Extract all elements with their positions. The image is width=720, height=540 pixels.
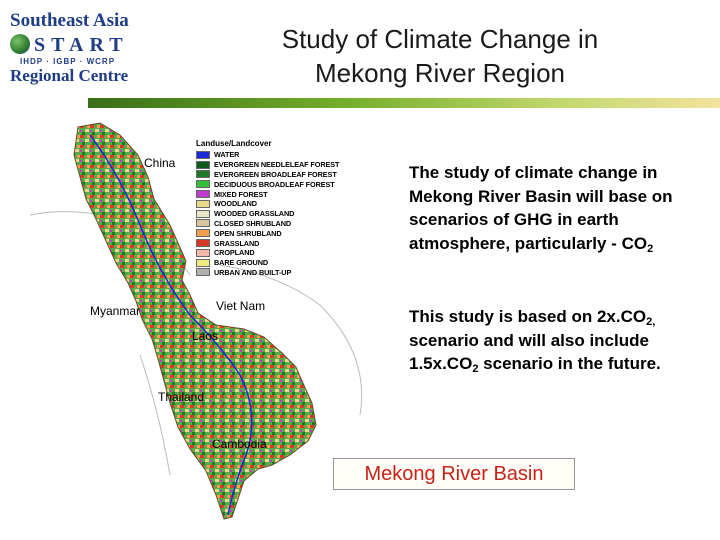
slide-title: Study of Climate Change in Mekong River … (230, 22, 650, 90)
legend-swatch (196, 219, 210, 228)
legend-swatch (196, 248, 210, 257)
logo-start-row: START (8, 34, 140, 56)
legend-swatch (196, 209, 210, 218)
map-caption: Mekong River Basin (333, 458, 575, 490)
logo-letter: T (109, 34, 129, 56)
legend-label: OPEN SHRUBLAND (214, 228, 282, 238)
paragraph2-subscript2: 2 (472, 363, 479, 375)
map-label-laos: Laos (192, 329, 219, 343)
map-label-vietnam: Viet Nam (216, 299, 266, 313)
logo-start-letters: START (34, 34, 129, 57)
legend-item: MIXED FOREST (196, 189, 376, 199)
map-label-china: China (144, 156, 176, 170)
title-line2: Mekong River Region (314, 58, 565, 88)
logo-letter: A (68, 34, 90, 56)
legend-item: EVERGREEN NEEDLELEAF FOREST (196, 160, 376, 170)
map-label-cambodia: Cambodia (212, 437, 267, 451)
map-label-thailand: Thailand (158, 390, 205, 404)
border-line (219, 264, 363, 416)
legend-item: GRASSLAND (196, 238, 376, 248)
globe-icon (10, 34, 30, 54)
legend-label: CROPLAND (214, 248, 255, 258)
paragraph1-text: The study of climate change in Mekong Ri… (409, 163, 673, 253)
paragraph2-part3: scenario in the future. (478, 354, 661, 373)
legend-swatch (196, 268, 210, 277)
paragraph2-part1: This study is based on 2x.CO (409, 307, 647, 326)
title-line1: Study of Climate Change in (281, 24, 599, 54)
map-label-myanmar: Myanmar (90, 304, 141, 318)
legend-swatch (196, 199, 210, 208)
legend-label: GRASSLAND (214, 238, 260, 248)
landcover-legend: Landuse/Landcover WATER EVERGREEN NEEDLEL… (196, 139, 376, 277)
legend-item: DECIDUOUS BROADLEAF FOREST (196, 179, 376, 189)
legend-item: BARE GROUND (196, 258, 376, 268)
paragraph-study-basis: This study is based on 2x.CO2, scenario … (409, 305, 709, 376)
legend-label: WOODED GRASSLAND (214, 209, 295, 219)
legend-label: CLOSED SHRUBLAND (214, 218, 292, 228)
legend-item: CLOSED SHRUBLAND (196, 219, 376, 229)
legend-item: WOODED GRASSLAND (196, 209, 376, 219)
legend-label: MIXED FOREST (214, 189, 268, 199)
legend-label: EVERGREEN BROADLEAF FOREST (214, 169, 337, 179)
paragraph2-subscript1: 2, (646, 316, 656, 328)
legend-label: URBAN AND BUILT-UP (214, 267, 292, 277)
legend-item: EVERGREEN BROADLEAF FOREST (196, 170, 376, 180)
legend-label: DECIDUOUS BROADLEAF FOREST (214, 179, 335, 189)
legend-swatch (196, 190, 210, 199)
header-gradient-bar (88, 98, 720, 108)
logo-sublabel: IHDP · IGBP · WCRP (20, 57, 116, 66)
legend-swatch (196, 170, 210, 179)
logo-letter: T (51, 34, 69, 56)
logo-org-line1: Southeast Asia (10, 10, 129, 31)
logo-letter: S (34, 34, 52, 56)
map-graphic (29, 122, 363, 520)
legend-item: WATER (196, 150, 376, 160)
legend-swatch (196, 258, 210, 267)
legend-swatch (196, 229, 210, 238)
legend-label: BARE GROUND (214, 258, 269, 268)
legend-title: Landuse/Landcover (196, 139, 272, 148)
legend-item: WOODLAND (196, 199, 376, 209)
legend-item: CROPLAND (196, 248, 376, 258)
legend-item: URBAN AND BUILT-UP (196, 268, 376, 278)
legend-swatch (196, 160, 210, 169)
paragraph2-part2: scenario and will also include 1.5x.CO (409, 330, 649, 374)
legend-label: WATER (214, 150, 240, 160)
start-logo: Southeast Asia START IHDP · IGBP · WCRP … (6, 8, 140, 85)
legend-swatch (196, 180, 210, 189)
mekong-basin-map: China Myanmar Viet Nam Laos Thailand Cam… (20, 115, 420, 525)
legend-label: EVERGREEN NEEDLELEAF FOREST (214, 160, 340, 170)
legend-rows: WATER EVERGREEN NEEDLELEAF FOREST EVERGREE… (196, 150, 376, 277)
logo-letter: R (89, 34, 110, 56)
border-line (139, 354, 171, 476)
paragraph-scenarios: The study of climate change in Mekong Ri… (409, 161, 709, 255)
logo-org-line2: Regional Centre (10, 66, 129, 85)
legend-label: WOODLAND (214, 199, 257, 209)
legend-swatch (196, 239, 210, 248)
paragraph1-subscript: 2 (647, 242, 654, 255)
legend-swatch (196, 150, 210, 159)
legend-item: OPEN SHRUBLAND (196, 228, 376, 238)
mekong-river-line (89, 134, 253, 516)
